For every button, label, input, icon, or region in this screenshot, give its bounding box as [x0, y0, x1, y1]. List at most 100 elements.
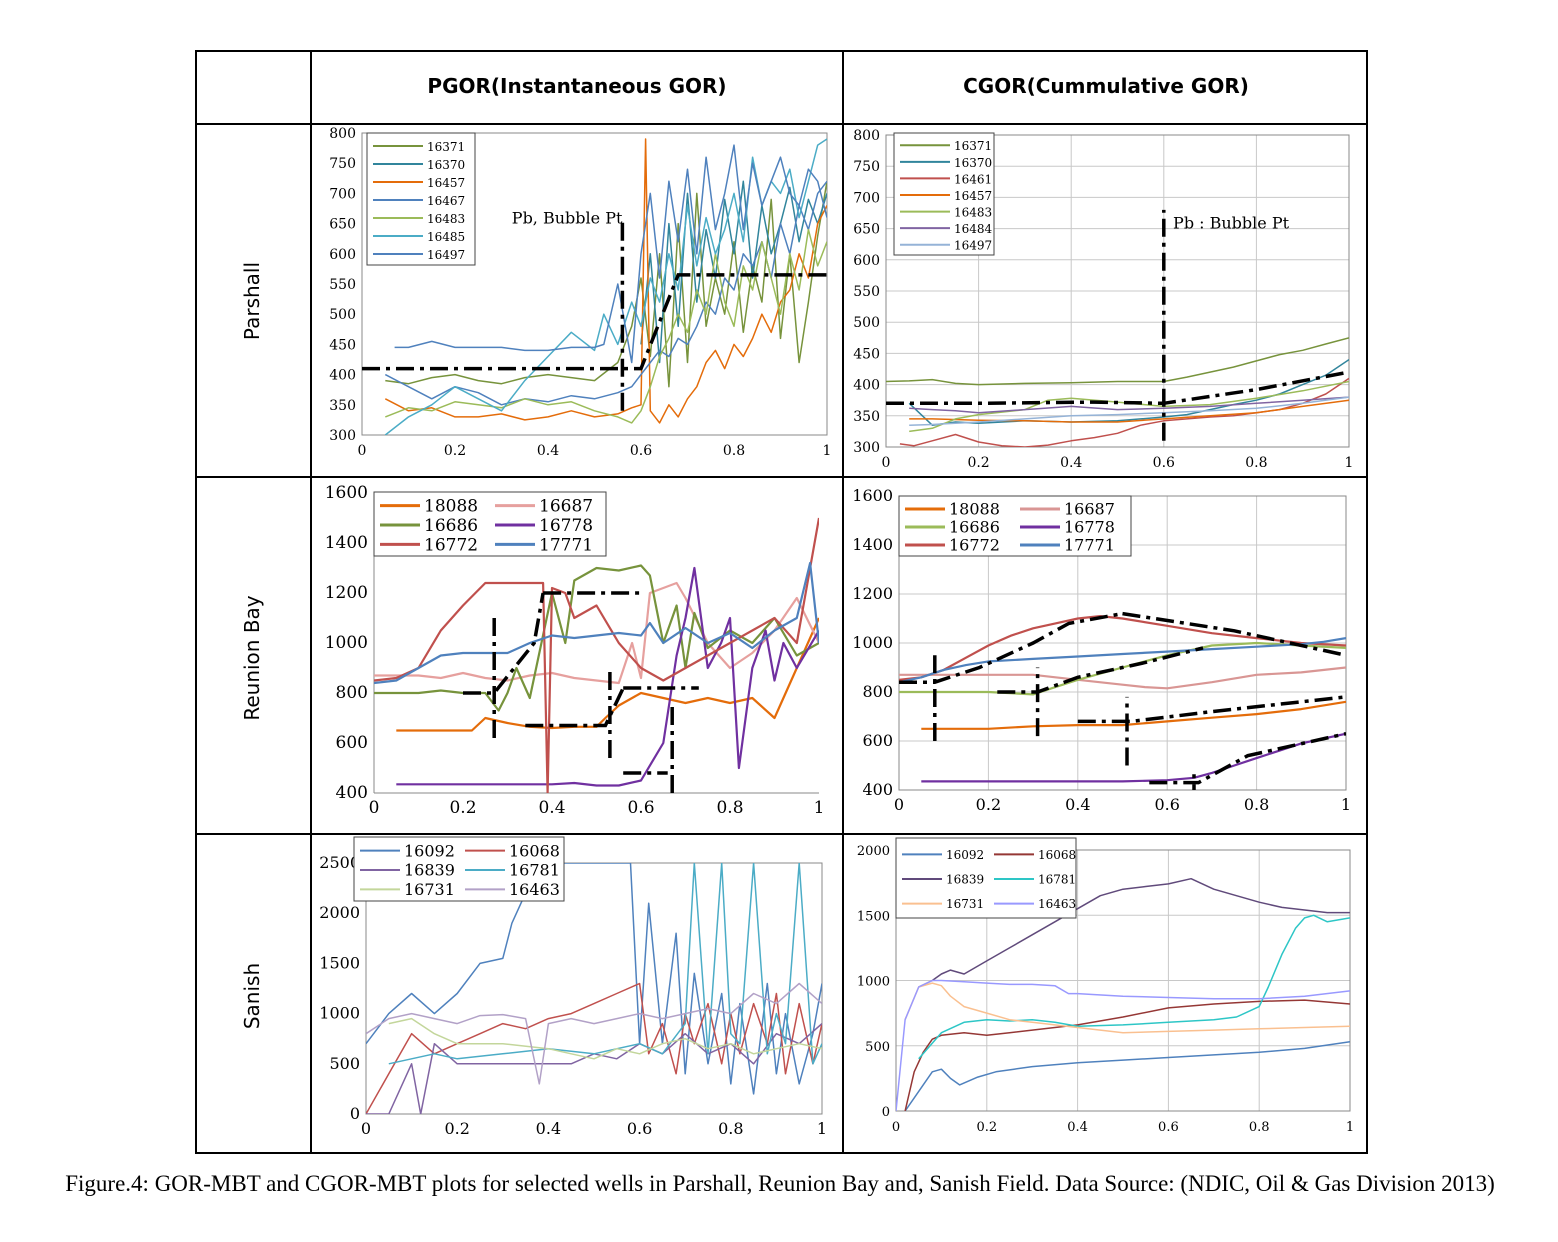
x-tick-label-4: 0.8	[723, 443, 745, 459]
x-tick-label-4: 0.8	[1244, 795, 1269, 814]
y-tick-label-0: 0	[882, 1105, 890, 1120]
x-tick-label-0: 0	[361, 1119, 371, 1138]
x-tick-label-5: 1	[1346, 1120, 1354, 1135]
chart-sanish-cgor: 0 500 1000 1500 2000 0 0.2 0.4 0.6 0.8 1 16092 16068…	[844, 835, 1366, 1152]
y-tick-label-4: 1200	[852, 584, 893, 603]
y-tick-label-6: 1600	[325, 483, 368, 503]
y-tick-label-10: 800	[329, 126, 356, 142]
y-tick-label-4: 500	[329, 307, 356, 323]
legend-label-17771: 17771	[1064, 536, 1115, 555]
plot-frame	[885, 134, 1350, 448]
series-line-16068	[366, 982, 822, 1114]
y-tick-label-3: 450	[853, 346, 880, 362]
y-tick-label-3: 1500	[319, 953, 360, 972]
y-tick-label-6: 1600	[852, 486, 893, 505]
y-tick-label-5: 1400	[325, 533, 368, 553]
y-tick-label-2: 800	[336, 683, 368, 703]
legend-label-16839: 16839	[946, 873, 984, 887]
legend-label-16370: 16370	[427, 158, 465, 172]
x-tick-label-5: 1	[814, 798, 825, 818]
chart-svg-reunion-cgor: 400 600 800 1000 1200 1400 1600 0 0.2 0.4 0.6 0.8 1 1…	[852, 486, 1351, 814]
legend-label-16731: 16731	[946, 897, 984, 911]
x-tick-label-0: 0	[882, 455, 891, 471]
x-tick-label-5: 1	[817, 1119, 827, 1138]
series-line-16781	[918, 914, 1350, 1060]
x-tick-label-3: 0.6	[1153, 455, 1175, 471]
x-tick-label-1: 0.2	[444, 443, 466, 459]
series-line-16772	[899, 615, 1346, 681]
legend-label-16068: 16068	[1038, 848, 1076, 862]
y-tick-label-3: 1500	[857, 909, 890, 924]
x-tick-label-1: 0.2	[976, 1120, 997, 1135]
y-tick-label-8: 700	[329, 186, 356, 202]
trend-guide-0	[362, 273, 827, 371]
y-tick-label-4: 2000	[857, 844, 890, 859]
y-tick-label-5: 550	[853, 284, 880, 300]
chart-reunion-pgor: 400 600 800 1000 1200 1400 1600 0 0.2 0.4 0.6 0.8 1 1…	[312, 478, 842, 833]
y-tick-label-4: 2000	[319, 903, 360, 922]
x-tick-label-1: 0.2	[444, 1119, 469, 1138]
col-header-pgor: PGOR(Instantaneous GOR)	[427, 74, 727, 98]
legend-label-16687: 16687	[1064, 500, 1115, 519]
legend-label-16483: 16483	[427, 212, 465, 226]
chart-svg-parshall-cgor: 300 350 400 450 500 550 600 650 700 750 800 0 0.2 0.4…	[853, 128, 1353, 471]
x-tick-label-5: 1	[1341, 795, 1351, 814]
series-line-16457	[384, 138, 827, 424]
y-tick-label-1: 350	[853, 409, 880, 425]
chart-svg-parshall-pgor: 300 350 400 450 500 550 600 650 700 750 800 0 0.2 0.4…	[329, 126, 832, 459]
legend-label-16457: 16457	[427, 176, 465, 190]
chart-parshall-cgor: 300 350 400 450 500 550 600 650 700 750 800 0 0.2 0.4…	[844, 125, 1366, 476]
x-tick-label-4: 0.8	[1245, 455, 1267, 471]
y-tick-label-8: 700	[853, 190, 880, 206]
y-tick-label-5: 1400	[852, 535, 893, 554]
trend-guide-0	[899, 611, 1123, 684]
y-tick-label-1: 500	[865, 1040, 890, 1055]
legend-label-16686: 16686	[949, 518, 1000, 537]
y-tick-label-4: 500	[853, 315, 880, 331]
x-tick-label-0: 0	[894, 795, 904, 814]
series-line-16463	[366, 982, 822, 1085]
y-tick-label-6: 600	[853, 253, 880, 269]
x-tick-label-2: 0.4	[537, 443, 559, 459]
legend-label-16778: 16778	[1064, 518, 1115, 537]
series-line-16092	[366, 863, 822, 1095]
series-line-16483	[909, 380, 1349, 433]
plot-frame	[895, 849, 1351, 1112]
trend-guide-0	[463, 592, 545, 695]
series-line-18088	[396, 617, 819, 732]
series-line-16687	[374, 581, 819, 685]
row-label-reunion-bay: Reunion Bay	[240, 595, 264, 721]
y-tick-label-7: 650	[853, 222, 880, 238]
table-divider-h1	[195, 123, 1368, 125]
series-line-17771	[374, 561, 819, 685]
legend-label-16772: 16772	[949, 536, 1000, 555]
x-tick-label-4: 0.8	[716, 798, 743, 818]
y-tick-label-10: 800	[853, 128, 880, 144]
figure-table	[195, 50, 1368, 1154]
trend-guide-1	[1122, 611, 1346, 658]
y-tick-label-5: 2500	[319, 853, 360, 872]
series-line-16497	[909, 396, 1349, 426]
chart-svg-sanish-cgor: 0 500 1000 1500 2000 0 0.2 0.4 0.6 0.8 1 16092 16068…	[857, 837, 1354, 1135]
legend-label-16092: 16092	[404, 841, 455, 860]
legend-label-16068: 16068	[509, 841, 560, 860]
series-line-16371	[385, 181, 827, 388]
series-line-16092	[904, 1041, 1350, 1111]
y-tick-label-6: 600	[329, 247, 356, 263]
series-line-16463	[896, 979, 1350, 1111]
y-tick-label-4: 1200	[325, 583, 368, 603]
legend-label-16686: 16686	[424, 516, 478, 536]
series-line-16839	[366, 1023, 822, 1114]
series-line-16483	[385, 228, 827, 424]
y-tick-label-0: 400	[862, 780, 893, 799]
legend-label-16497: 16497	[427, 248, 465, 262]
series-line-16686	[374, 564, 819, 712]
x-tick-label-5: 1	[823, 443, 832, 459]
y-tick-label-9: 750	[329, 156, 356, 172]
y-tick-label-0: 300	[329, 428, 356, 444]
series-line-16068	[904, 999, 1350, 1111]
y-tick-label-2: 400	[853, 378, 880, 394]
x-tick-label-2: 0.4	[536, 1119, 561, 1138]
y-tick-label-0: 0	[350, 1104, 360, 1123]
